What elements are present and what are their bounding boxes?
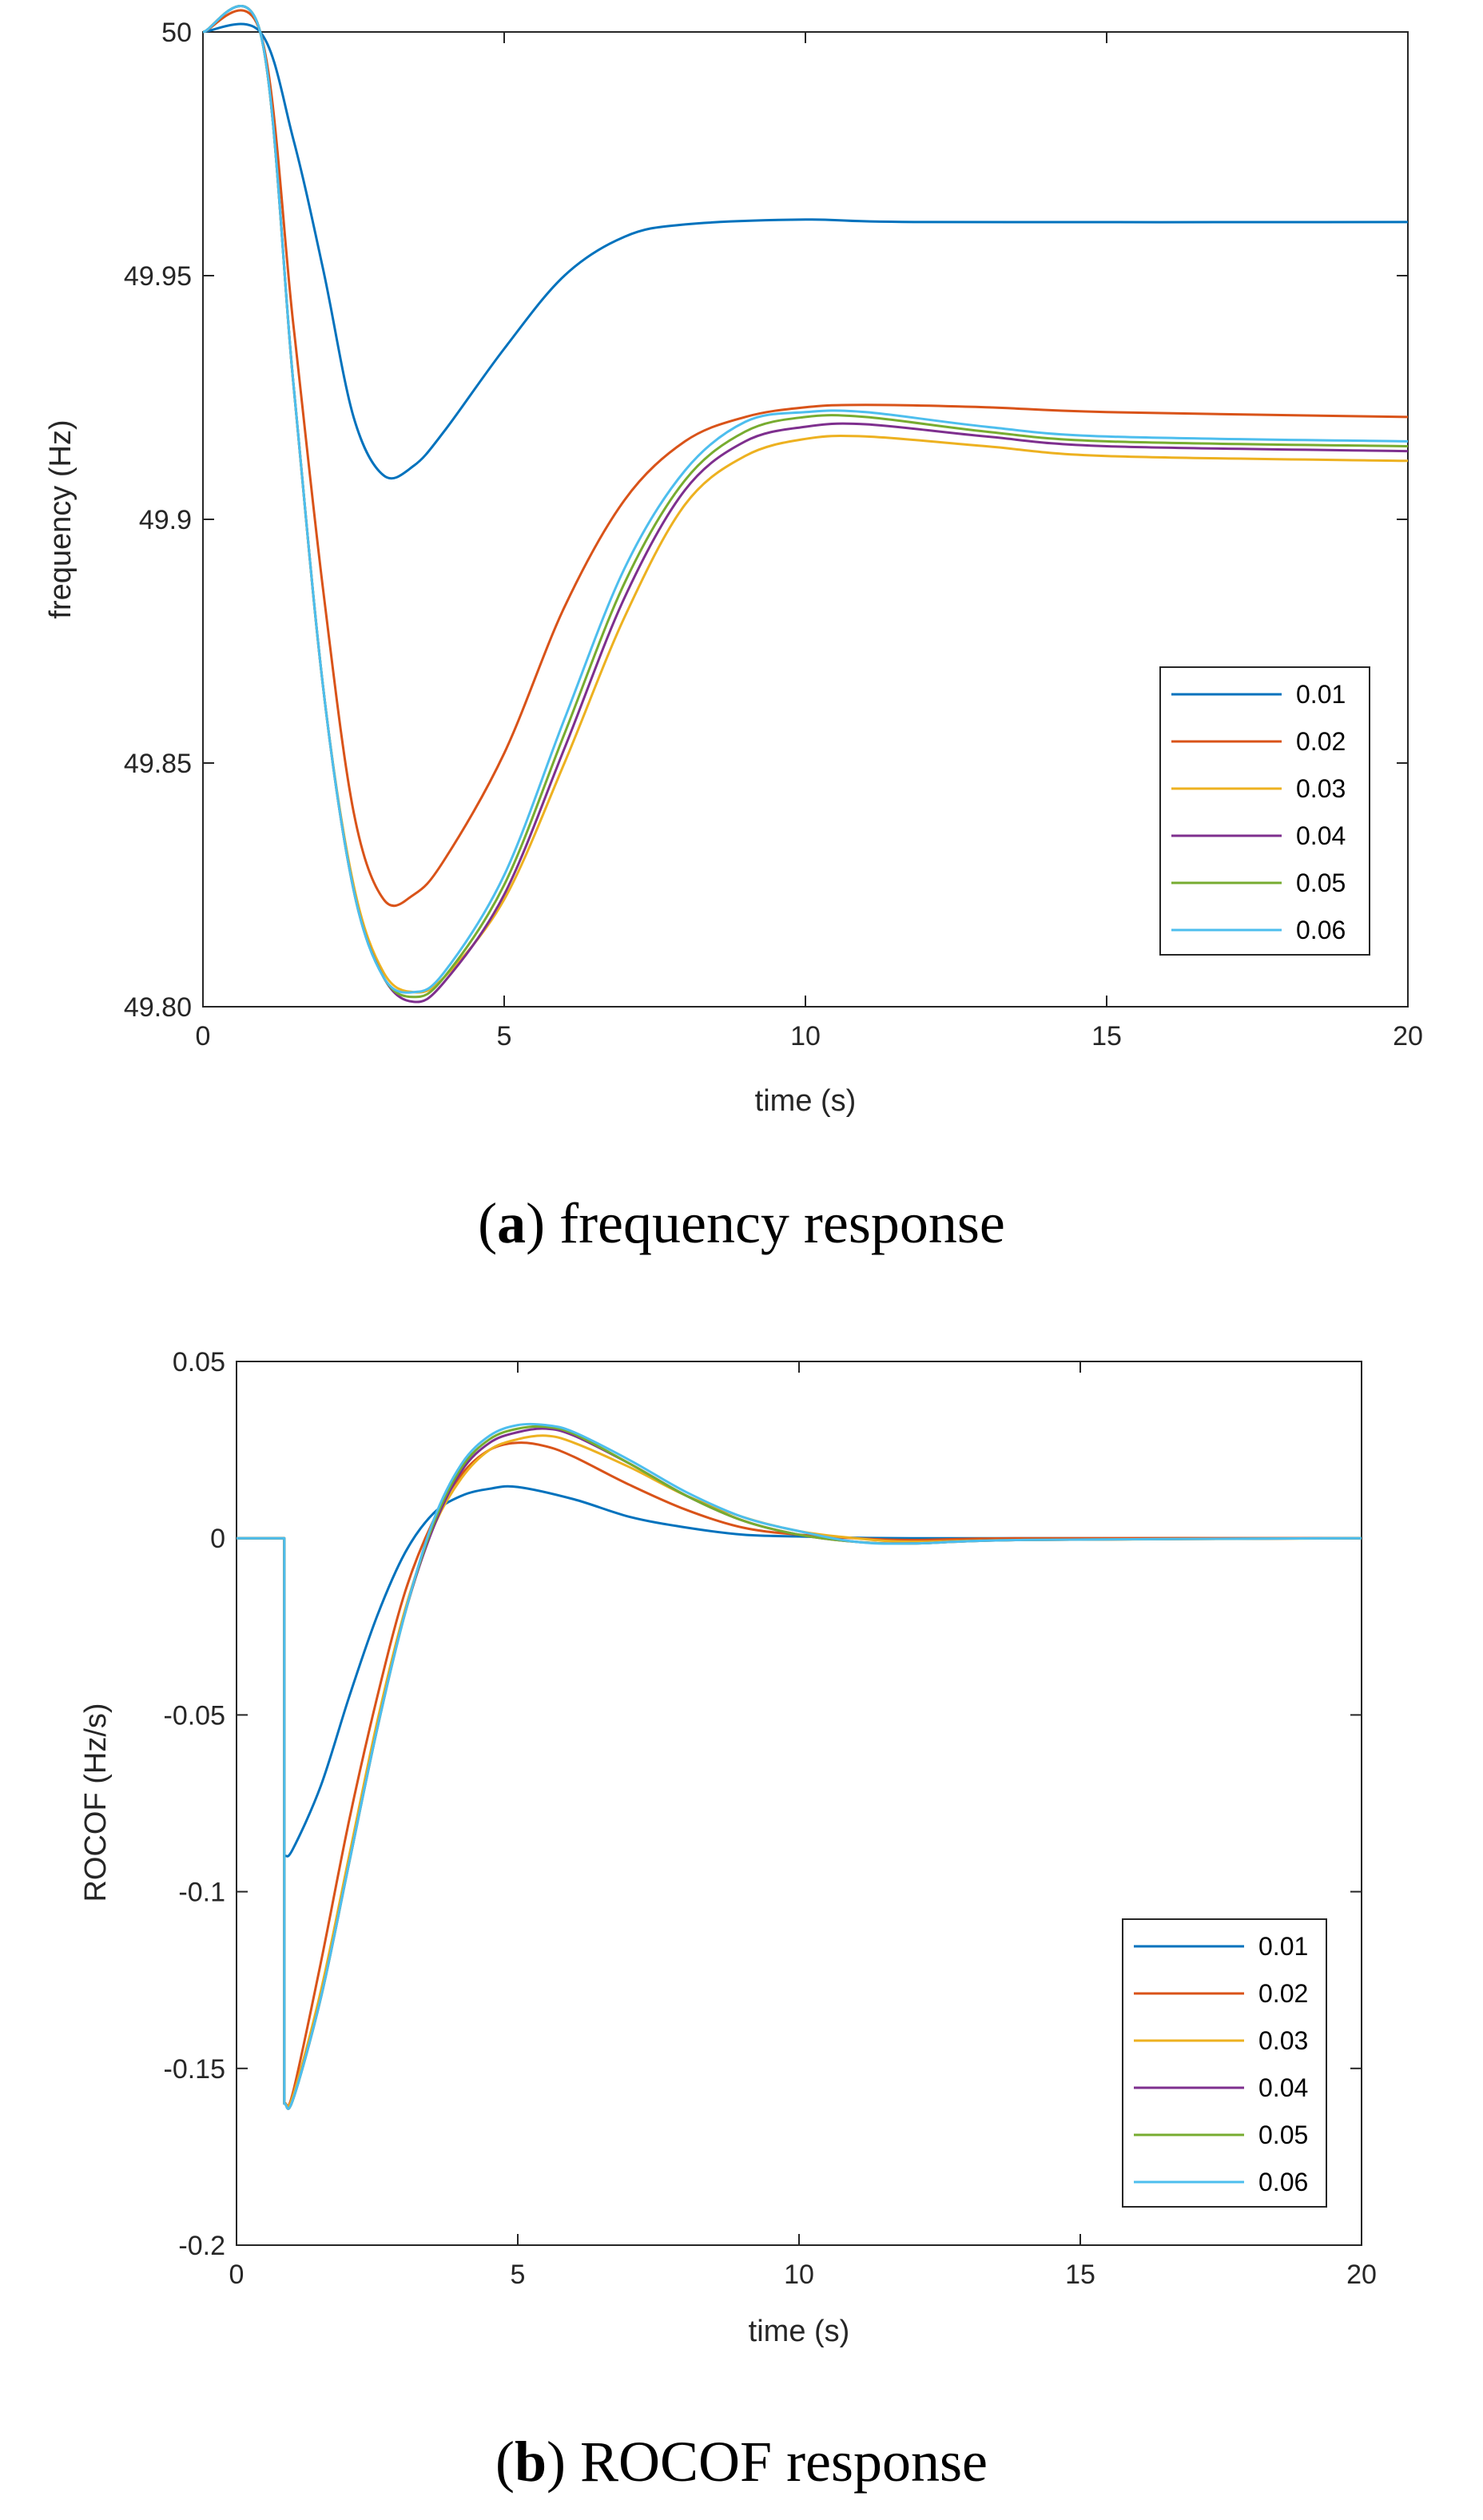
caption-frequency-response: (a) frequency response [478, 1191, 1005, 1255]
caption-text-a: frequency response [559, 1191, 1005, 1255]
caption-rocof-response: (b) ROCOF response [495, 2430, 988, 2494]
x-axis-label-rocof: time (s) [749, 2315, 850, 2348]
series-line-freq-0_06 [202, 5, 1409, 994]
y-tick-label: 49.80 [124, 992, 192, 1023]
x-tick-label: 20 [1393, 1021, 1423, 1051]
series-line-rocof-0_02 [237, 1441, 1362, 2108]
legend-label: 0.02 [1258, 1979, 1308, 2008]
x-tick-label: 0 [196, 1021, 211, 1051]
series-line-rocof-0_06 [237, 1422, 1362, 2110]
legend-label: 0.06 [1296, 916, 1346, 944]
legend-label: 0.04 [1258, 2073, 1308, 2102]
x-tick-label: 5 [511, 2260, 526, 2290]
x-axis-label-frequency: time (s) [755, 1084, 857, 1118]
legend-label: 0.05 [1258, 2121, 1308, 2149]
y-tick-label: 49.85 [124, 749, 192, 779]
x-tick-label: 10 [784, 2260, 814, 2290]
x-tick-label: 5 [497, 1021, 512, 1051]
y-tick-label: -0.15 [164, 2054, 226, 2085]
series-line-rocof-0_03 [237, 1434, 1362, 2109]
y-tick-label: 49.9 [139, 505, 192, 535]
y-tick-label: -0.1 [178, 1878, 225, 1908]
y-tick-label: 0 [210, 1524, 225, 1554]
legend-label: 0.01 [1258, 1932, 1308, 1961]
legend-label: 0.02 [1296, 727, 1346, 756]
legend-label: 0.06 [1258, 2168, 1308, 2196]
legend-label: 0.04 [1296, 821, 1346, 850]
x-tick-label: 10 [790, 1021, 821, 1051]
y-axis-label-rocof: ROCOF (Hz/s) [79, 1703, 113, 1902]
legend-box-rocof [1122, 1918, 1327, 2208]
y-tick-label: -0.2 [178, 2231, 225, 2261]
y-axis-label-frequency: frequency (Hz) [44, 419, 78, 618]
x-tick-label: 15 [1065, 2260, 1095, 2290]
y-tick-label: 49.95 [124, 261, 192, 292]
y-tick-label: 50 [161, 18, 192, 48]
caption-letter-b: b [515, 2430, 547, 2494]
legend-label: 0.03 [1258, 2026, 1308, 2055]
x-tick-label: 20 [1346, 2260, 1377, 2290]
y-tick-label: -0.05 [164, 1700, 226, 1731]
chart-rocof-response: 0 5 10 15 20 -0.2 -0.15 -0.1 -0.05 0 0.05 0.01 0.02… [79, 1347, 1377, 2494]
y-tick-label: 0.05 [173, 1347, 225, 1377]
x-tick-label: 15 [1091, 1021, 1122, 1051]
caption-letter-a: a [497, 1191, 526, 1255]
caption-text-b: ROCOF response [580, 2430, 988, 2494]
legend-box-freq [1159, 666, 1370, 956]
chart-frequency-response: 0 5 10 15 20 49.80 49.85 49.9 49.95 50 0.01 0.02 0.… [44, 5, 1423, 1255]
series-line-freq-0_01 [202, 22, 1409, 480]
legend-label: 0.05 [1296, 868, 1346, 897]
x-tick-label: 0 [229, 2260, 245, 2290]
legend-label: 0.03 [1296, 774, 1346, 803]
legend-label: 0.01 [1296, 680, 1346, 709]
series-line-freq-0_02 [202, 9, 1409, 908]
